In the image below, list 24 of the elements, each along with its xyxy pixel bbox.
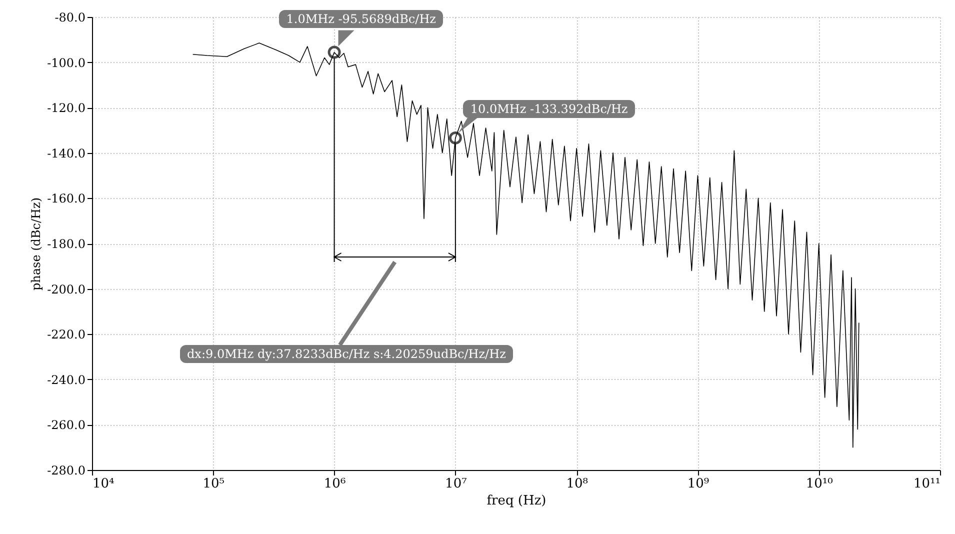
annotation: dx:9.0MHz dy:37.8233dBc/Hz s:4.20259udBc/Hz/Hz	[180, 345, 513, 363]
y-tick-label: -100.0	[47, 56, 86, 70]
y-tick-label: -80.0	[54, 10, 86, 24]
x-tick-label: 10⁶	[324, 476, 346, 492]
y-tick-label: -180.0	[47, 237, 86, 251]
x-tick-label: 10⁸	[566, 476, 588, 492]
x-tick-label: 10⁹	[687, 476, 710, 492]
x-tick-label: 10¹¹	[914, 476, 940, 492]
y-tick-label: -200.0	[47, 282, 86, 296]
y-tick-label: -280.0	[47, 464, 86, 478]
y-axis-title: phase (dBc/Hz)	[29, 197, 44, 291]
y-tick-label: -140.0	[47, 146, 86, 160]
y-tick-label: -240.0	[47, 372, 86, 387]
y-tick-label: -260.0	[47, 418, 86, 432]
y-tick-label: -120.0	[47, 101, 86, 116]
y-tick-label: -220.0	[47, 328, 86, 342]
x-tick-label: 10¹⁰	[806, 476, 833, 492]
x-tick-label: 10⁴	[92, 476, 114, 492]
annotation: 1.0MHz -95.5689dBc/Hz	[279, 10, 443, 28]
x-tick-label: 10⁷	[445, 476, 467, 492]
x-axis-title: freq (Hz)	[486, 494, 546, 508]
x-tick-label: 10⁵	[202, 476, 225, 492]
annotation: 10.0MHz -133.392dBc/Hz	[463, 100, 635, 118]
y-tick-label: -160.0	[47, 192, 86, 206]
